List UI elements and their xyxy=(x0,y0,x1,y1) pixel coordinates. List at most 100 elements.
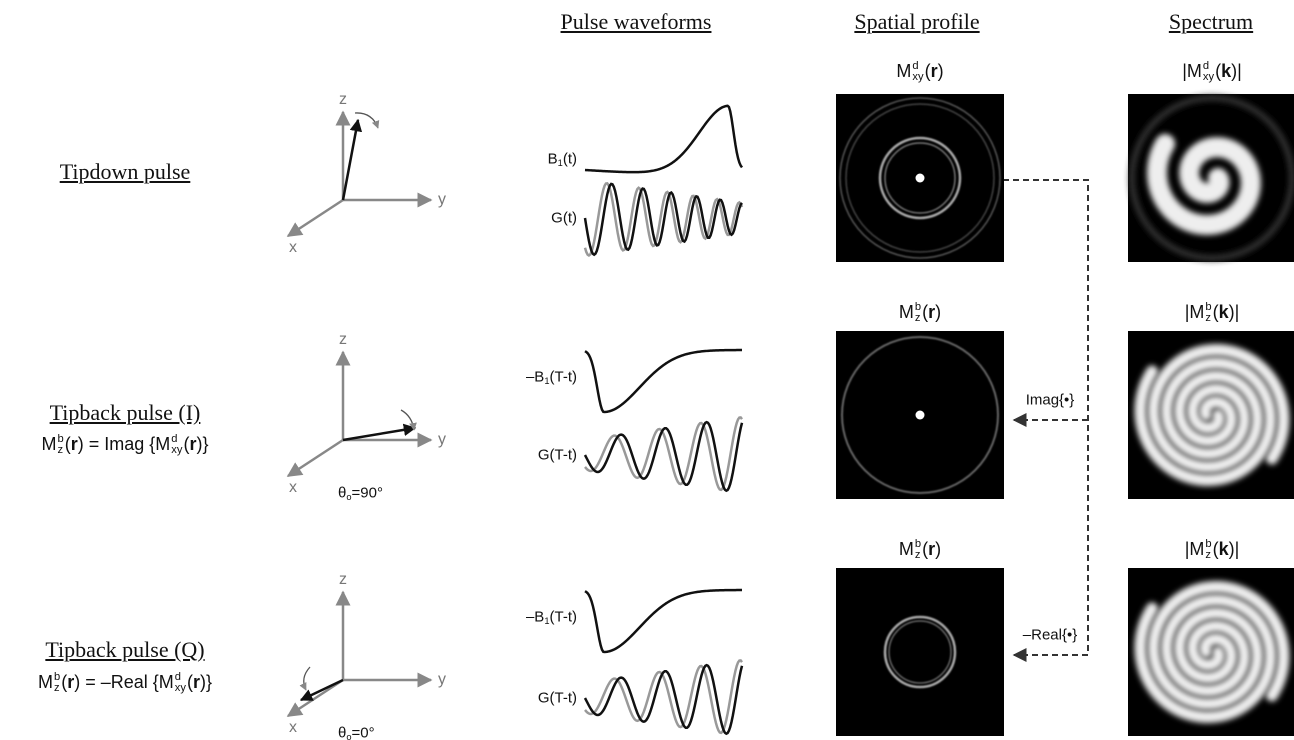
superscript: d xyxy=(171,432,178,445)
text-part: )| xyxy=(1231,60,1242,81)
text-part: ) xyxy=(935,301,942,322)
superscript: b xyxy=(914,537,922,550)
text-part: M xyxy=(38,671,54,692)
waveform-label: G(T-t) xyxy=(538,448,577,463)
superscript: d xyxy=(912,59,919,72)
arrow-label: –Real{•} xyxy=(1019,625,1081,645)
axis xyxy=(286,198,344,238)
text-part: ( xyxy=(924,60,931,81)
subscript: z xyxy=(1205,549,1211,561)
dashed-connector xyxy=(1003,179,1089,655)
subscript: z xyxy=(1205,312,1211,324)
gradient-waveform xyxy=(583,420,744,493)
spectrum-spiral xyxy=(1147,344,1290,473)
text-part: ) = –Real {M xyxy=(74,671,174,692)
text-part: ( xyxy=(61,671,68,692)
bold-part: r xyxy=(70,433,78,454)
angle-label: θo=0° xyxy=(338,725,375,740)
text-part: ( xyxy=(922,301,929,322)
spectrum-spiral xyxy=(1147,133,1261,235)
axis-label: z xyxy=(339,571,347,588)
profile-dot xyxy=(915,173,925,183)
text-part: G(T-t) xyxy=(537,689,577,707)
text-part: θ xyxy=(338,724,347,740)
waveform-label: B1(t) xyxy=(548,151,577,168)
superscript: d xyxy=(174,670,182,683)
gradient-waveform xyxy=(583,181,744,257)
rotation-arc xyxy=(354,112,380,129)
rf-waveform xyxy=(584,348,743,414)
axis-label: x xyxy=(289,479,297,496)
subscript: 1 xyxy=(544,376,550,387)
script-stack: d xy xyxy=(171,432,182,456)
text-part: –B xyxy=(525,368,545,386)
arrow-label: Imag{•} xyxy=(1022,390,1078,410)
rf-waveform xyxy=(584,104,744,174)
gradient-waveform xyxy=(584,659,743,735)
axis-label: z xyxy=(339,91,347,108)
superscript: b xyxy=(1205,300,1212,313)
profile-ring xyxy=(839,97,1001,259)
superscript: b xyxy=(57,432,64,445)
text-part: (T-t) xyxy=(549,608,578,626)
subscript: 1 xyxy=(557,158,563,169)
script-stack: d xy xyxy=(912,59,924,83)
bold-part: r xyxy=(930,60,938,81)
subscript: xy xyxy=(912,71,924,83)
column-header: Spectrum xyxy=(1168,9,1254,34)
axis-label: y xyxy=(438,671,446,688)
row-title: Tipdown pulse xyxy=(59,159,191,184)
spectrum-spiral xyxy=(1147,581,1290,710)
text-part: =90° xyxy=(351,484,383,502)
magnetization-vector xyxy=(341,118,363,201)
text-part: |M xyxy=(1184,538,1205,559)
angle-label: θo=90° xyxy=(338,485,383,502)
image-title: |M b z (k)| xyxy=(1184,538,1240,561)
subscript: z xyxy=(914,312,921,324)
bold-part: k xyxy=(1221,60,1232,81)
image-title: |M d xy (k)| xyxy=(1182,60,1242,83)
text-part: M xyxy=(898,538,914,559)
text-part: )| xyxy=(1228,301,1240,322)
text-part: |M xyxy=(1184,301,1205,322)
profile-dot xyxy=(915,410,925,420)
text-part: –B xyxy=(525,608,545,626)
bold-part: r xyxy=(189,433,197,454)
text-part: ( xyxy=(1212,538,1219,559)
bold-part: k xyxy=(1218,538,1229,559)
waveform-label: G(T-t) xyxy=(538,691,577,706)
axis-label: x xyxy=(289,719,297,736)
subscript: xy xyxy=(1202,71,1215,83)
text-part: G(T-t) xyxy=(537,446,577,464)
axis-label: y xyxy=(438,191,446,208)
gradient-waveform xyxy=(584,416,743,492)
waveform-label: –B1(T-t) xyxy=(526,609,577,626)
axis-label: z xyxy=(339,331,347,348)
subscript: z xyxy=(57,444,64,456)
text-part: )} xyxy=(196,433,209,454)
waveform-label: –B1(T-t) xyxy=(526,369,577,386)
row-title: Tipback pulse (Q) xyxy=(45,637,205,662)
text-part: (T-t) xyxy=(549,368,578,386)
axis xyxy=(286,438,344,478)
rf-waveform xyxy=(584,588,743,654)
superscript: b xyxy=(914,300,922,313)
text-part: B xyxy=(547,150,558,168)
axis-label: x xyxy=(289,239,297,256)
text-part: θ xyxy=(338,484,347,502)
rotation-arc xyxy=(400,409,417,431)
subscript: z xyxy=(914,549,921,561)
rotation-arc xyxy=(299,666,311,691)
text-part: ( xyxy=(186,671,193,692)
bold-part: r xyxy=(928,301,936,322)
text-part: M xyxy=(896,60,912,81)
